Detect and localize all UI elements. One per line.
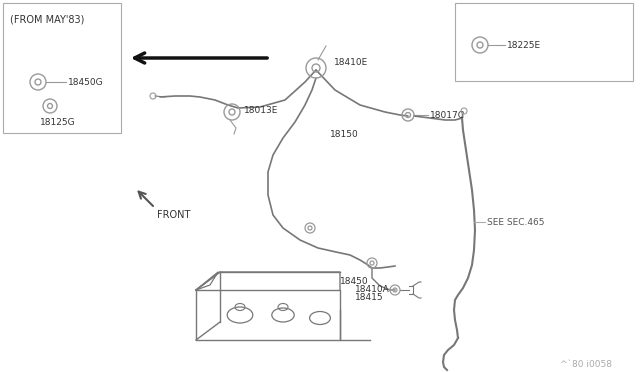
- Text: 18450G: 18450G: [68, 78, 104, 87]
- Text: 18017C: 18017C: [430, 111, 465, 120]
- Text: 18410A: 18410A: [355, 285, 390, 294]
- Text: 18410E: 18410E: [334, 58, 368, 67]
- Text: ^`80 i0058: ^`80 i0058: [560, 360, 612, 369]
- Bar: [3, 3, 121, 133]
- Text: 18415: 18415: [355, 293, 383, 302]
- Text: 18125G: 18125G: [40, 118, 76, 127]
- Text: 18013E: 18013E: [244, 106, 278, 115]
- Bar: [455, 3, 633, 81]
- Text: (FROM MAY'83): (FROM MAY'83): [10, 14, 84, 24]
- Text: FRONT: FRONT: [157, 210, 190, 220]
- Text: 18150: 18150: [330, 130, 359, 139]
- Text: 18450: 18450: [340, 277, 369, 286]
- Text: 18225E: 18225E: [507, 41, 541, 50]
- Text: SEE SEC.465: SEE SEC.465: [487, 218, 545, 227]
